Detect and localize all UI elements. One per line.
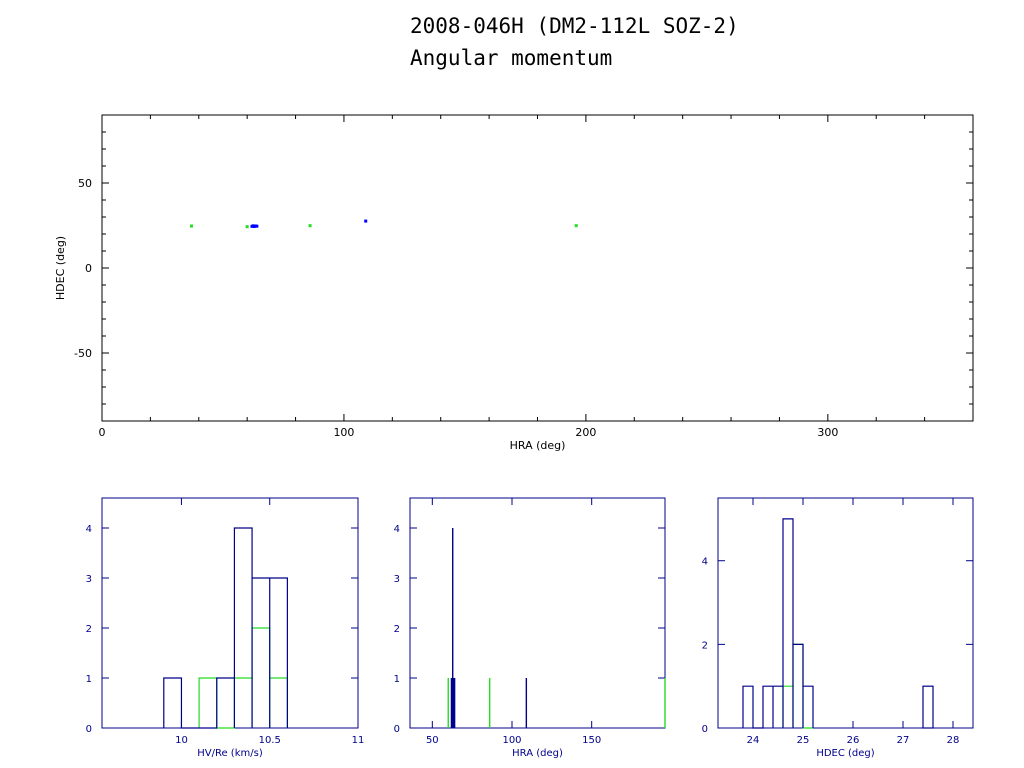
plot-frame-2	[409, 497, 666, 729]
x-tick-label: 50	[426, 735, 439, 746]
y-tick-label: 2	[702, 640, 708, 651]
x-tick-label: 100	[333, 426, 354, 439]
y-tick-label: 4	[702, 557, 708, 568]
histogram-step-green	[198, 627, 288, 729]
scatter-point-blue	[255, 224, 259, 228]
scatter-point-green	[574, 224, 578, 228]
y-tick-label: 2	[86, 624, 92, 635]
y-tick-label: 3	[86, 574, 92, 585]
x-tick-label: 200	[575, 426, 596, 439]
scatter-point-blue	[364, 219, 368, 223]
scatter-point-green	[190, 224, 194, 228]
x-tick-label: 300	[817, 426, 838, 439]
y-tick-label: 0	[86, 724, 92, 735]
scatter-point-green	[308, 224, 312, 228]
y-tick-label: 3	[394, 574, 400, 585]
x-tick-label: 26	[847, 735, 860, 746]
chart-subtitle: Angular momentum	[410, 46, 613, 70]
y-tick-label: 0	[702, 724, 708, 735]
x-axis-label: HRA (deg)	[512, 748, 563, 759]
y-tick-label: 0	[85, 262, 92, 275]
plot-frame-0	[101, 114, 974, 422]
x-tick-label: 10	[175, 735, 188, 746]
y-tick-label: 4	[394, 524, 400, 535]
x-tick-label: 10.5	[259, 735, 281, 746]
y-tick-label: 1	[394, 674, 400, 685]
y-tick-label: 4	[86, 524, 92, 535]
x-tick-label: 27	[897, 735, 910, 746]
x-tick-label: 100	[502, 735, 521, 746]
y-tick-label: -50	[74, 347, 92, 360]
y-axis-label: HDEC (deg)	[54, 236, 67, 300]
x-tick-label: 24	[747, 735, 760, 746]
x-tick-label: 0	[99, 426, 106, 439]
x-tick-label: 28	[947, 735, 960, 746]
plot-frame-1	[101, 497, 359, 729]
x-tick-label: 11	[352, 735, 365, 746]
x-axis-label: HV/Re (km/s)	[197, 748, 263, 759]
x-axis-label: HDEC (deg)	[816, 748, 874, 759]
histogram-step-blue	[163, 527, 288, 729]
y-tick-label: 50	[78, 177, 92, 190]
y-tick-label: 2	[394, 624, 400, 635]
x-axis-label: HRA (deg)	[510, 439, 566, 452]
x-tick-label: 25	[797, 735, 810, 746]
plot-frame-3	[717, 497, 974, 729]
scatter-point-blue	[252, 225, 256, 229]
y-tick-label: 1	[86, 674, 92, 685]
y-tick-label: 0	[394, 724, 400, 735]
chart-title: 2008-046H (DM2-112L SOZ-2)	[410, 14, 739, 38]
x-tick-label: 150	[582, 735, 601, 746]
histogram-bar-blue	[922, 685, 934, 729]
scatter-point-green	[245, 225, 249, 229]
